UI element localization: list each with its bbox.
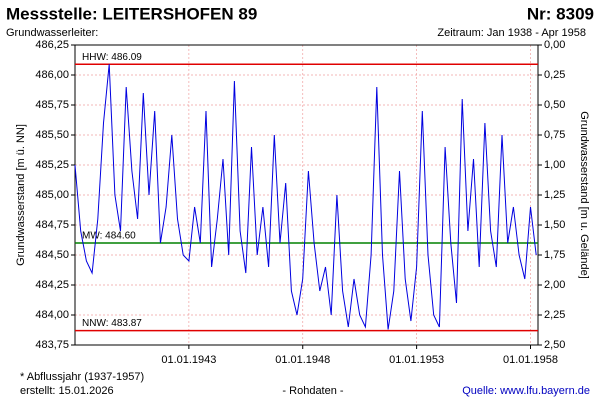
subtitle: Grundwasserleiter: xyxy=(6,27,98,39)
y2-tick-label: 1,00 xyxy=(544,159,565,171)
y-tick-label: 484,50 xyxy=(35,249,69,261)
y2-axis-label: Grundwasserstand [m u. Gelände] xyxy=(578,111,590,279)
chart-title: Messstelle: LEITERSHOFEN 89 xyxy=(6,4,257,23)
y-axis-label: Grundwasserstand [m ü. NN] xyxy=(15,124,27,266)
x-tick-label: 01.01.1948 xyxy=(275,354,330,366)
y-tick-label: 486,25 xyxy=(35,39,69,51)
y2-tick-label: 0,25 xyxy=(544,69,565,81)
plot-frame xyxy=(74,44,539,346)
y2-tick-label: 0,50 xyxy=(544,99,565,111)
data-note: - Rohdaten - xyxy=(282,385,343,397)
data-line xyxy=(74,64,537,330)
y-tick-label: 485,75 xyxy=(35,99,69,111)
y2-tick-label: 2,50 xyxy=(544,339,565,351)
created: erstellt: 15.01.2026 xyxy=(20,385,114,397)
y2-tick-label: 1,50 xyxy=(544,219,565,231)
x-tick-label: 01.01.1953 xyxy=(389,354,444,366)
footnote: * Abflussjahr (1937-1957) xyxy=(20,371,144,383)
period: Zeitraum: Jan 1938 - Apr 1958 xyxy=(437,27,586,39)
x-tick-label: 01.01.1958 xyxy=(503,354,558,366)
station-number: Nr: 8309 xyxy=(527,4,594,23)
y-tick-label: 484,25 xyxy=(35,279,69,291)
y-tick-label: 485,25 xyxy=(35,159,69,171)
y2-tick-label: 1,25 xyxy=(544,189,565,201)
reference-label: HHW: 486.09 xyxy=(82,52,142,63)
y-tick-label: 483,75 xyxy=(35,339,69,351)
y-tick-label: 484,00 xyxy=(35,309,69,321)
reference-label: MW: 484.60 xyxy=(82,231,136,242)
y2-tick-label: 0,75 xyxy=(544,129,565,141)
x-tick-label: 01.01.1943 xyxy=(161,354,216,366)
y-tick-label: 485,00 xyxy=(35,189,69,201)
y2-tick-label: 1,75 xyxy=(544,249,565,261)
reference-label: NNW: 483.87 xyxy=(82,318,142,329)
y2-tick-label: 2,00 xyxy=(544,279,565,291)
y2-tick-label: 0,00 xyxy=(544,39,565,51)
y-tick-label: 485,50 xyxy=(35,129,69,141)
y2-tick-label: 2,25 xyxy=(544,309,565,321)
y-tick-label: 486,00 xyxy=(35,69,69,81)
y-tick-label: 484,75 xyxy=(35,219,69,231)
source: Quelle: www.lfu.bayern.de xyxy=(462,385,590,397)
